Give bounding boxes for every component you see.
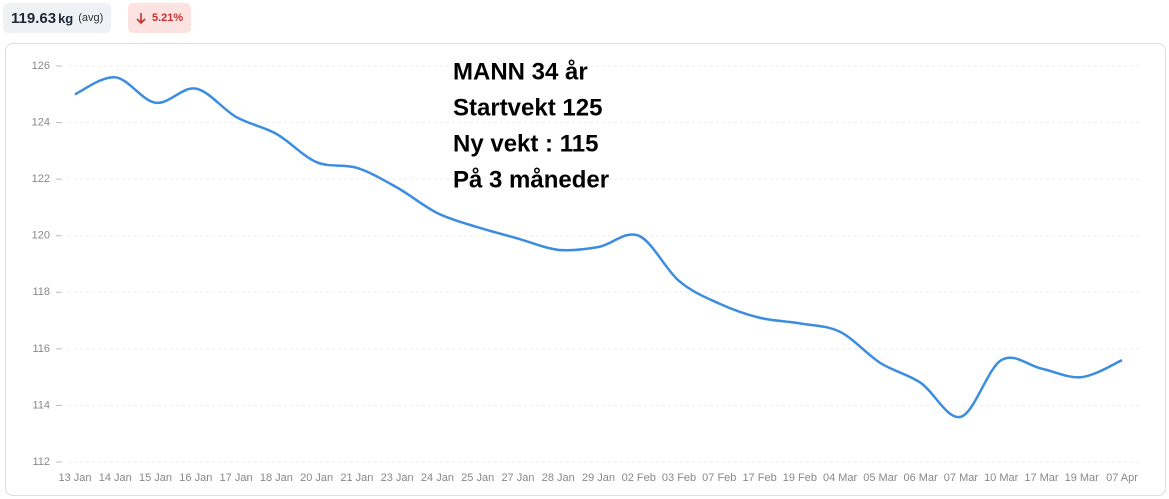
x-tick-label: 19 Mar: [1065, 472, 1100, 484]
x-tick-label: 29 Jan: [582, 472, 615, 484]
annotation: MANN 34 år: [453, 58, 588, 85]
chart-card: [5, 43, 1166, 496]
average-label: (avg): [78, 12, 104, 24]
average-value: 119.63: [11, 9, 57, 27]
weight-line: [74, 76, 1123, 419]
down-arrow-icon: [136, 13, 146, 24]
x-tick-label: 16 Jan: [179, 472, 212, 484]
x-tick-label: 18 Jan: [260, 472, 293, 484]
average-unit: kg: [58, 10, 74, 26]
x-tick-label: 07 Feb: [702, 472, 736, 484]
x-tick-label: 03 Feb: [662, 472, 696, 484]
x-tick-label: 02 Feb: [622, 472, 656, 484]
y-tick-label: 118: [32, 286, 50, 298]
x-tick-label: 07 Apr: [1106, 472, 1138, 484]
x-tick-label: 23 Jan: [381, 472, 414, 484]
change-pill: 5.21%: [128, 3, 192, 33]
y-tick-label: 112: [32, 456, 50, 468]
x-tick-label: 15 Jan: [139, 472, 172, 484]
x-tick-label: 14 Jan: [99, 472, 132, 484]
annotation: På 3 måneder: [453, 166, 609, 193]
x-tick-label: 28 Jan: [542, 472, 575, 484]
y-tick-label: 116: [32, 343, 50, 355]
x-tick-label: 04 Mar: [823, 472, 858, 484]
x-tick-label: 07 Mar: [944, 472, 979, 484]
y-tick-label: 120: [32, 230, 50, 242]
y-tick-label: 126: [32, 60, 50, 72]
x-tick-label: 21 Jan: [340, 472, 373, 484]
average-pill: 119.63 kg (avg): [3, 3, 112, 33]
x-tick-label: 10 Mar: [984, 472, 1019, 484]
x-tick-label: 25 Jan: [461, 472, 494, 484]
x-tick-label: 05 Mar: [863, 472, 898, 484]
change-value: 5.21%: [152, 12, 184, 24]
x-tick-label: 20 Jan: [300, 472, 333, 484]
x-tick-label: 17 Feb: [742, 472, 776, 484]
x-tick-label: 24 Jan: [421, 472, 454, 484]
y-tick-label: 124: [32, 116, 50, 128]
x-tick-label: 27 Jan: [501, 472, 534, 484]
annotation: Startvekt 125: [453, 94, 602, 121]
x-tick-label: 13 Jan: [58, 472, 91, 484]
x-tick-label: 06 Mar: [904, 472, 939, 484]
y-tick-label: 114: [32, 399, 50, 411]
x-tick-label: 17 Jan: [220, 472, 253, 484]
y-tick-label: 122: [32, 173, 50, 185]
annotation: Ny vekt : 115: [453, 130, 598, 157]
x-tick-label: 17 Mar: [1024, 472, 1059, 484]
x-tick-label: 19 Feb: [783, 472, 817, 484]
